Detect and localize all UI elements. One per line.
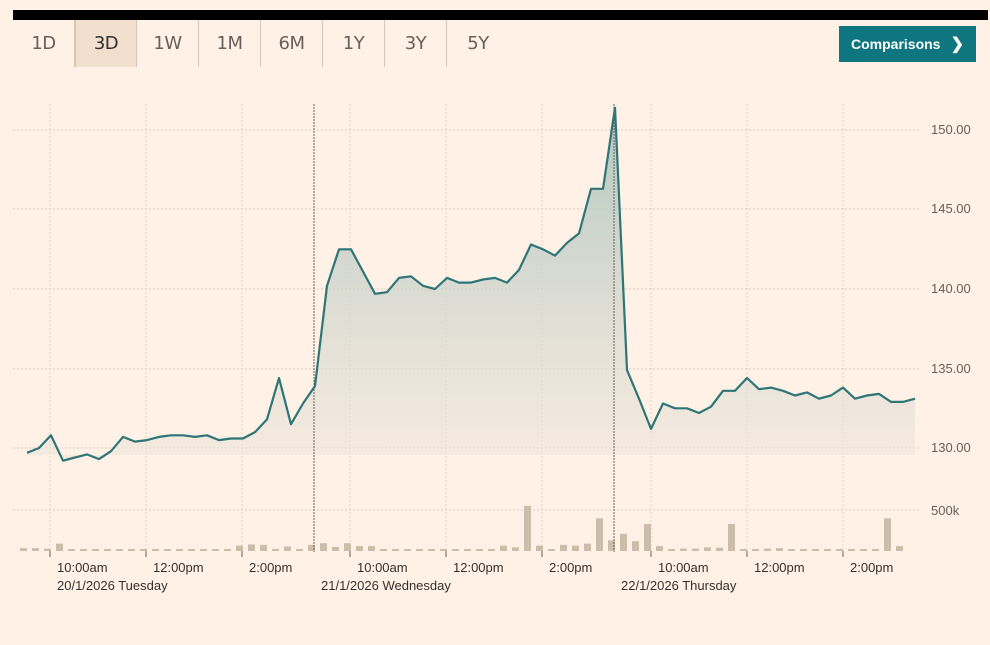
- tab-6m[interactable]: 6M: [261, 20, 323, 67]
- x-tick: 2:00pm: [850, 560, 893, 575]
- x-tick: 10:00am: [57, 560, 108, 575]
- x-axis-labels: 10:00am 12:00pm 2:00pm 10:00am 12:00pm 2…: [57, 560, 893, 593]
- comparisons-label: Comparisons: [851, 36, 941, 52]
- y-axis-labels: 150.00 145.00 140.00 135.00 130.00 500k: [931, 122, 971, 518]
- x-tick: 10:00am: [357, 560, 408, 575]
- price-line: [26, 106, 916, 462]
- y-tick-130: 130.00: [931, 440, 971, 455]
- x-tick: 12:00pm: [153, 560, 204, 575]
- x-tick: 2:00pm: [549, 560, 592, 575]
- tab-5y[interactable]: 5Y: [467, 33, 489, 54]
- tab-1y[interactable]: 1Y: [323, 20, 385, 67]
- tab-1w[interactable]: 1W: [137, 20, 199, 67]
- tab-3y[interactable]: 3Y: [385, 20, 447, 67]
- tab-1d[interactable]: 1D: [13, 20, 75, 67]
- area-fill: [27, 107, 915, 461]
- x-tick: 12:00pm: [453, 560, 504, 575]
- day-label: 22/1/2026 Thursday: [621, 578, 737, 593]
- top-rule: [13, 10, 988, 20]
- x-tick: 10:00am: [658, 560, 709, 575]
- range-tabs: 1D 3D 1W 1M 6M 1Y 3Y 5Y: [13, 20, 509, 67]
- tab-3d[interactable]: 3D: [75, 20, 137, 67]
- day-label: 20/1/2026 Tuesday: [57, 578, 168, 593]
- tab-1m[interactable]: 1M: [199, 20, 261, 67]
- x-tick: 12:00pm: [754, 560, 805, 575]
- y-tick-500k: 500k: [931, 503, 960, 518]
- chevron-right-icon: ❯: [950, 36, 964, 53]
- y-tick-150: 150.00: [931, 122, 971, 137]
- y-tick-135: 135.00: [931, 361, 971, 376]
- y-tick-140: 140.00: [931, 281, 971, 296]
- day-label: 21/1/2026 Wednesday: [321, 578, 451, 593]
- comparisons-button[interactable]: Comparisons ❯: [839, 26, 976, 62]
- x-tick: 2:00pm: [249, 560, 292, 575]
- day-separators: [313, 104, 615, 552]
- volume-bars: [20, 505, 903, 551]
- y-tick-145: 145.00: [931, 201, 971, 216]
